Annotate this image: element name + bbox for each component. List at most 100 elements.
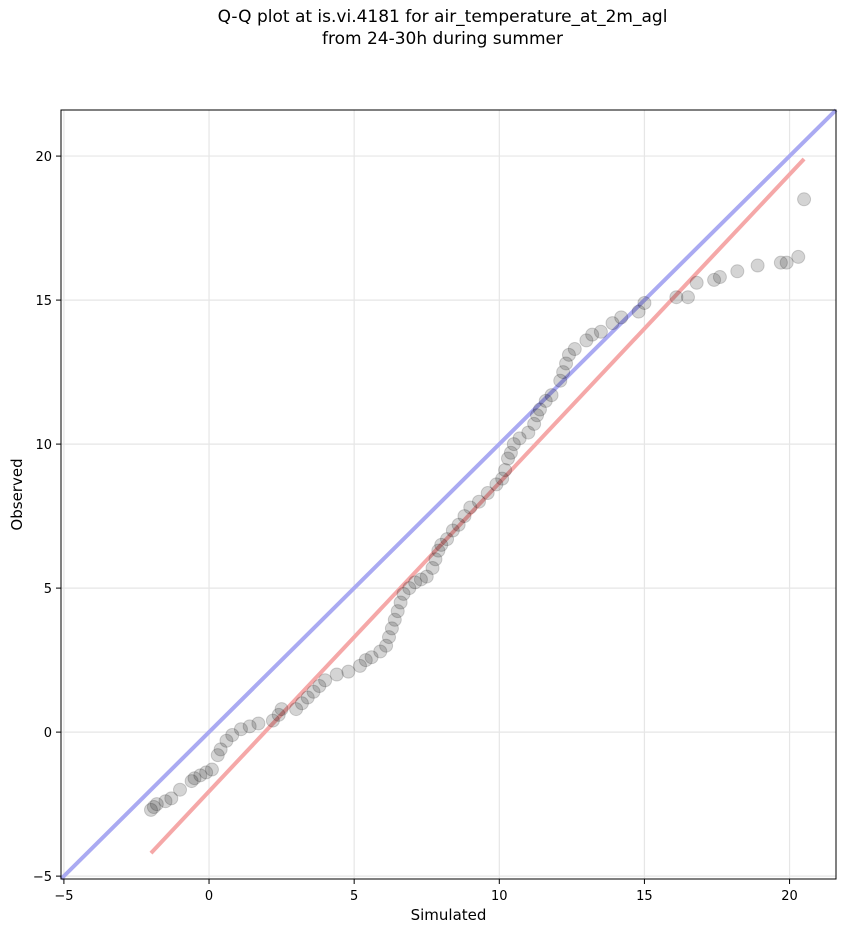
data-point (294, 696, 309, 711)
x-axis-label: Simulated (411, 906, 487, 924)
data-point (184, 774, 199, 789)
data-point (213, 742, 228, 757)
data-point (730, 264, 745, 279)
x-tick-label: 15 (636, 889, 653, 904)
data-point (242, 719, 257, 734)
data-point (556, 365, 571, 380)
x-tick-label: 0 (205, 889, 213, 904)
x-tick-label: 5 (350, 889, 358, 904)
grid (61, 110, 836, 879)
data-point (393, 595, 408, 610)
data-point (637, 295, 652, 310)
data-point (265, 713, 280, 728)
data-point (204, 762, 219, 777)
data-point (158, 794, 173, 809)
data-point (544, 388, 559, 403)
data-point (199, 765, 214, 780)
data-point (318, 673, 333, 688)
data-point (707, 272, 722, 287)
data-point (358, 653, 373, 668)
data-point (712, 270, 727, 285)
data-point (271, 707, 286, 722)
plot-frame (60, 109, 837, 880)
x-tick-label: 20 (781, 889, 798, 904)
data-point (164, 791, 179, 806)
data-point (451, 517, 466, 532)
chart-title: Q-Q plot at is.vi.4181 for air_temperatu… (0, 6, 845, 50)
data-point (440, 532, 455, 547)
data-point (614, 310, 629, 325)
data-point (559, 356, 574, 371)
chart-title-line-2: from 24-30h during summer (322, 29, 563, 49)
data-point (553, 373, 568, 388)
data-point (428, 552, 443, 567)
data-point (431, 543, 446, 558)
data-point (306, 684, 321, 699)
data-point (251, 716, 266, 731)
data-point (173, 782, 188, 797)
data-point (480, 486, 495, 501)
data-points (143, 192, 812, 817)
data-point (779, 255, 794, 270)
data-point (567, 342, 582, 357)
data-point (561, 347, 576, 362)
data-point (146, 799, 161, 814)
data-point (471, 494, 486, 509)
data-point (521, 425, 536, 440)
data-point (289, 702, 304, 717)
x-tick-label: 10 (491, 889, 508, 904)
data-point (495, 471, 510, 486)
y-tick-label: 15 (35, 294, 52, 309)
data-point (503, 445, 518, 460)
x-axis-ticks: −5 0 5 10 15 20 (54, 879, 798, 904)
data-point (352, 658, 367, 673)
data-point (689, 275, 704, 290)
data-point (402, 581, 417, 596)
data-point (312, 679, 327, 694)
data-point (791, 249, 806, 264)
y-tick-label: 20 (35, 150, 52, 165)
data-point (373, 644, 388, 659)
data-point (463, 500, 478, 515)
data-point (387, 612, 402, 627)
data-point (512, 431, 527, 446)
data-point (501, 451, 516, 466)
data-point (379, 638, 394, 653)
data-point (364, 650, 379, 665)
reference-line-2 (149, 157, 806, 855)
data-point (143, 802, 158, 817)
data-point (773, 255, 788, 270)
data-point (390, 604, 405, 619)
y-axis-label: Observed (8, 458, 26, 530)
y-tick-label: 5 (44, 582, 52, 597)
data-point (457, 509, 472, 524)
data-point (274, 702, 289, 717)
data-point (225, 727, 240, 742)
data-point (233, 722, 248, 737)
data-point (413, 572, 428, 587)
chart-title-line-1: Q-Q plot at is.vi.4181 for air_temperatu… (217, 7, 668, 27)
data-point (593, 324, 608, 339)
data-point (579, 333, 594, 348)
data-point (530, 408, 545, 423)
data-point (506, 437, 521, 452)
y-tick-label: 0 (44, 726, 52, 741)
data-point (585, 327, 600, 342)
y-axis-ticks: −5 0 5 10 15 20 (33, 150, 61, 885)
data-point (219, 733, 234, 748)
y-tick-label: −5 (33, 870, 52, 885)
data-point (489, 477, 504, 492)
y-tick-label: 10 (35, 438, 52, 453)
reference-line-1 (59, 108, 838, 881)
data-point (669, 290, 684, 305)
data-point (396, 586, 411, 601)
data-point (434, 537, 449, 552)
data-point (750, 258, 765, 273)
data-point (498, 463, 513, 478)
data-point (300, 690, 315, 705)
data-point (425, 560, 440, 575)
data-point (445, 523, 460, 538)
data-point (149, 797, 164, 812)
data-point (210, 748, 225, 763)
